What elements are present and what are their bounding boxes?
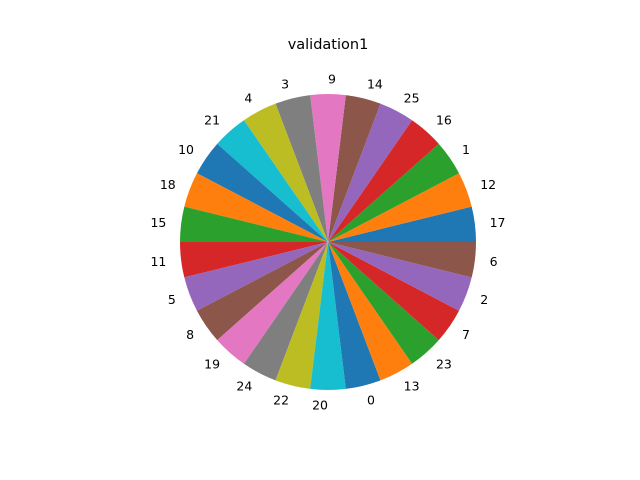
pie-slice-17 [328,206,476,242]
pie-slice-1 [328,143,460,242]
pie-slice-3 [275,95,328,242]
pie-slice-11 [180,242,328,278]
pie-slice-19 [217,242,328,364]
slice-label-2: 2 [480,292,488,307]
slice-label-22: 22 [273,393,289,408]
slice-label-18: 18 [160,177,176,192]
pie-slice-9 [310,93,346,242]
slice-label-15: 15 [150,215,166,230]
pie-slice-23 [328,242,439,364]
pie-slice-20 [310,242,346,391]
slice-label-10: 10 [178,142,194,157]
pie-slice-16 [328,120,439,242]
pie-slice-22 [275,242,328,389]
slice-label-3: 3 [281,76,289,91]
pie-slice-10 [196,143,328,242]
slice-label-17: 17 [490,215,506,230]
slice-label-4: 4 [244,90,252,105]
slice-label-5: 5 [168,292,176,307]
pie-slice-7 [328,242,460,341]
pie-labels: 17 12 1 16 25 14 9 3 4 21 10 18 15 11 5 8 19 24 22 20 0 13 23 7… [150,72,505,413]
slice-label-23: 23 [436,356,452,371]
pie-slice-4 [243,103,328,242]
slice-label-1: 1 [462,142,470,157]
pie-slice-21 [217,120,328,242]
slice-label-21: 21 [204,113,220,128]
slice-label-0: 0 [367,393,375,408]
pie-slice-15 [180,206,328,242]
slice-label-8: 8 [186,327,194,342]
pie-slice-24 [243,242,328,381]
slice-label-16: 16 [436,113,452,128]
pie-slice-0 [328,242,381,389]
slice-label-24: 24 [236,379,252,394]
slice-label-9: 9 [328,72,336,87]
pie-slice-14 [328,95,381,242]
slice-label-13: 13 [404,379,420,394]
pie-slice-18 [184,173,328,242]
chart-title: validation1 [288,37,369,53]
slice-label-12: 12 [480,177,496,192]
pie-slice-12 [328,173,472,242]
pie-slice-8 [196,242,328,341]
slice-label-11: 11 [150,254,166,269]
pie-slice-13 [328,242,413,381]
slice-label-7: 7 [462,327,470,342]
pie-slice-2 [328,242,472,311]
slice-label-6: 6 [490,254,498,269]
pie-slice-6 [328,242,476,278]
slice-label-25: 25 [404,90,420,105]
slice-label-20: 20 [312,397,328,412]
pie-slice-5 [184,242,328,311]
slice-label-14: 14 [367,76,383,91]
pie-slice-25 [328,103,413,242]
pie-slices [180,93,476,391]
slice-label-19: 19 [204,356,220,371]
